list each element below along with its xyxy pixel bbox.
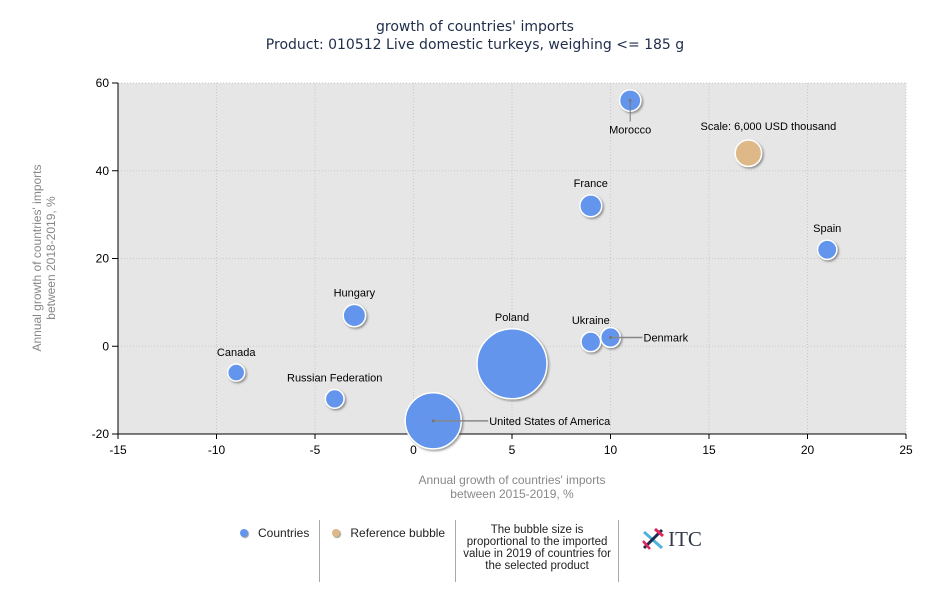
bubble-spain — [816, 239, 838, 261]
label-ukraine: Ukraine — [572, 315, 610, 327]
label-spain: Spain — [813, 223, 841, 235]
x-tick-label: 20 — [801, 443, 815, 457]
y-tick-label: -20 — [92, 427, 110, 441]
bubble-france — [579, 194, 603, 218]
label-morocco: Morocco — [609, 125, 651, 137]
x-tick-label: -5 — [310, 443, 321, 457]
bubble-hungary — [342, 303, 367, 328]
y-axis-label-line2: between 2018-2019, % — [44, 196, 58, 320]
legend-item-reference[interactable]: Reference bubble — [320, 520, 457, 582]
x-tick-label: 25 — [899, 443, 913, 457]
bubble-russian-federation — [324, 388, 345, 410]
label-denmark: Denmark — [644, 332, 689, 344]
x-tick-label: 10 — [604, 443, 618, 457]
x-axis-label-line2: between 2015-2019, % — [450, 487, 574, 501]
leader-dot — [628, 99, 632, 103]
bubble-canada — [226, 363, 246, 382]
label-france: France — [574, 178, 608, 190]
itc-logo: ITC — [619, 520, 702, 582]
x-axis-label-line1: Annual growth of countries' imports — [418, 473, 605, 487]
label-poland: Poland — [495, 312, 529, 324]
legend-note: The bubble size is proportional to the i… — [456, 520, 620, 582]
legend: Countries Reference bubble The bubble si… — [228, 520, 702, 582]
y-axis-label-line1: Annual growth of countries' imports — [30, 164, 44, 351]
y-tick-label: 40 — [96, 164, 110, 178]
legend-label-countries: Countries — [258, 526, 310, 540]
reference-bubble-label: Scale: 6,000 USD thousand — [701, 121, 837, 133]
bubbles: Scale: 6,000 USD thousand Morocco France Sp… — [217, 89, 841, 450]
y-tick-label: 20 — [96, 252, 110, 266]
itc-logo-text: ITC — [668, 526, 702, 551]
bubble-chart: -15 -10 -5 0 5 10 15 20 25 -20 0 20 40 60 Scale: 6,00… — [30, 76, 913, 501]
bubble-poland — [476, 328, 548, 400]
leader-dot — [609, 335, 612, 339]
reference-dot-icon — [332, 529, 341, 537]
label-united-states-of-america: United States of America — [489, 416, 611, 428]
x-tick-label: 15 — [702, 443, 716, 457]
x-tick-label: -15 — [109, 443, 127, 457]
x-tick-label: 5 — [509, 443, 516, 457]
bubble-ukraine — [580, 331, 602, 353]
y-tick-label: 0 — [102, 339, 109, 353]
itc-logo-icon — [642, 527, 665, 550]
y-tick-label: 60 — [96, 76, 110, 90]
x-tick-label: 0 — [410, 443, 417, 457]
label-canada: Canada — [217, 347, 256, 359]
legend-label-reference: Reference bubble — [350, 526, 446, 540]
label-russian-federation: Russian Federation — [287, 373, 382, 385]
chart-subtitle: Product: 010512 Live domestic turkeys, w… — [265, 37, 685, 53]
chart-title: growth of countries' imports — [376, 19, 574, 35]
countries-dot-icon — [240, 529, 248, 537]
x-tick-label: -10 — [208, 443, 226, 457]
axes: -15 -10 -5 0 5 10 15 20 25 -20 0 20 40 60 — [92, 76, 913, 457]
legend-item-countries[interactable]: Countries — [228, 520, 321, 582]
label-hungary: Hungary — [334, 287, 376, 299]
leader-dot — [431, 419, 435, 423]
reference-bubble — [734, 139, 763, 168]
